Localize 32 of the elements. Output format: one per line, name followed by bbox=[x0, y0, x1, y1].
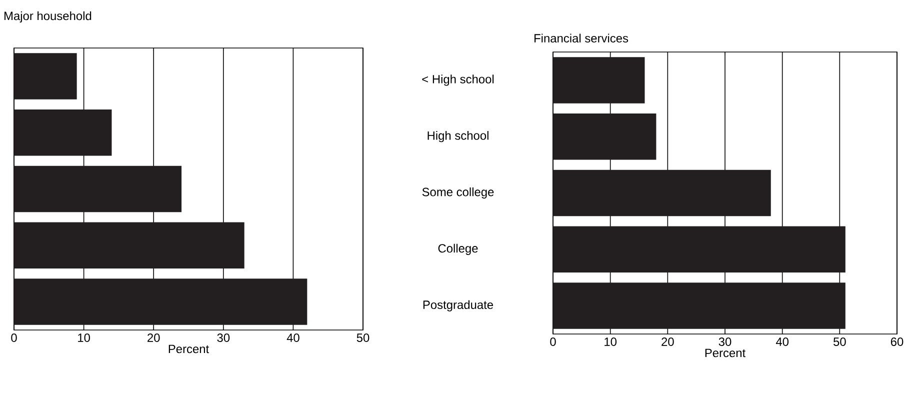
x-tick-label: 50 bbox=[834, 338, 846, 346]
bar bbox=[14, 222, 244, 269]
y-tick-label: Postgraduate bbox=[423, 300, 494, 312]
x-tick-label: 30 bbox=[718, 338, 732, 346]
x-axis-title: Percent bbox=[168, 344, 210, 354]
bar bbox=[553, 170, 771, 216]
x-tick-label: 10 bbox=[604, 338, 617, 346]
bar bbox=[553, 226, 846, 273]
x-tick-label: 30 bbox=[217, 334, 230, 342]
bar bbox=[14, 278, 308, 325]
y-tick-label: College bbox=[438, 244, 478, 255]
chart-title: Major household bbox=[4, 11, 92, 23]
bar bbox=[553, 113, 656, 160]
x-tick-label: 0 bbox=[550, 338, 556, 346]
x-tick-label: 60 bbox=[890, 338, 904, 346]
x-tick-label: 40 bbox=[776, 338, 789, 346]
chart-title: Financial services bbox=[534, 34, 628, 42]
bar bbox=[553, 57, 645, 104]
y-tick-label: High school bbox=[428, 131, 488, 142]
y-tick-label: < High school bbox=[422, 74, 494, 86]
x-axis-title: Percent bbox=[705, 348, 746, 358]
bar bbox=[14, 109, 112, 156]
x-tick-label: 10 bbox=[78, 334, 90, 342]
x-tick-label: 20 bbox=[148, 334, 160, 342]
bar bbox=[14, 53, 77, 100]
x-tick-label: 0 bbox=[11, 334, 17, 342]
bar bbox=[553, 282, 846, 329]
x-tick-label: 50 bbox=[356, 334, 370, 342]
x-tick-label: 40 bbox=[286, 334, 300, 342]
bar bbox=[14, 166, 182, 212]
x-tick-label: 20 bbox=[662, 338, 674, 346]
y-tick-label: Some college bbox=[422, 187, 494, 199]
